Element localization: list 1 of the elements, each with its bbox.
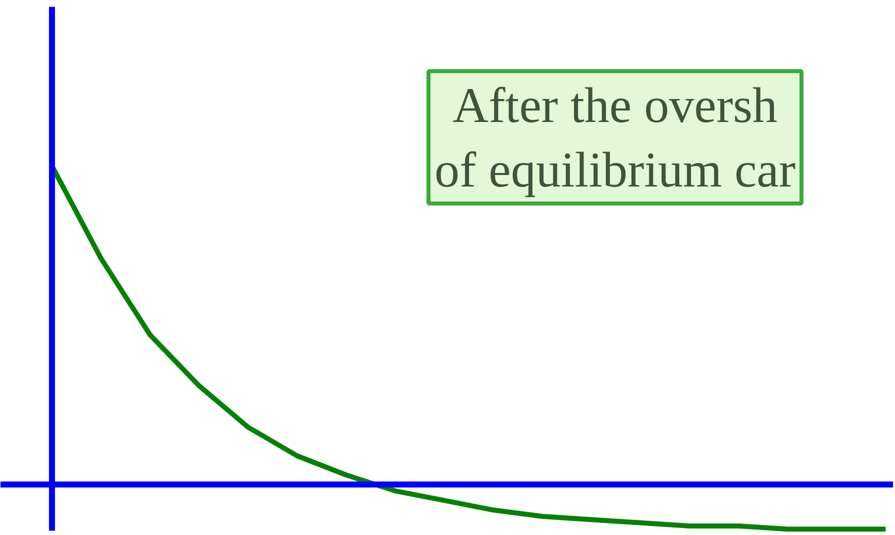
annotation: After the oversh of equilibrium car [434,77,796,198]
